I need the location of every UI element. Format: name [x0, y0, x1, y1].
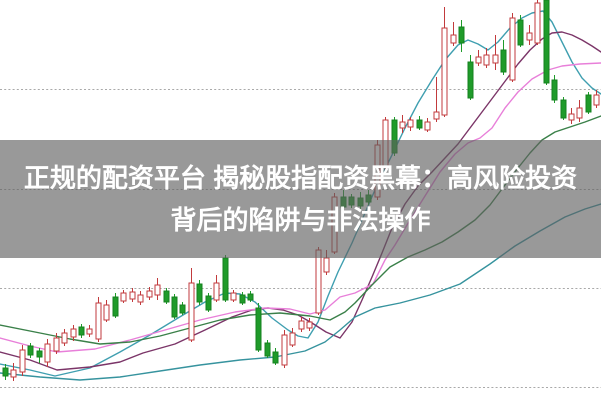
candles — [2, 0, 600, 381]
ma-green — [0, 115, 601, 345]
ma-purple — [0, 31, 601, 371]
ma-pink — [0, 62, 601, 353]
ma-slow-cyan — [0, 203, 601, 381]
